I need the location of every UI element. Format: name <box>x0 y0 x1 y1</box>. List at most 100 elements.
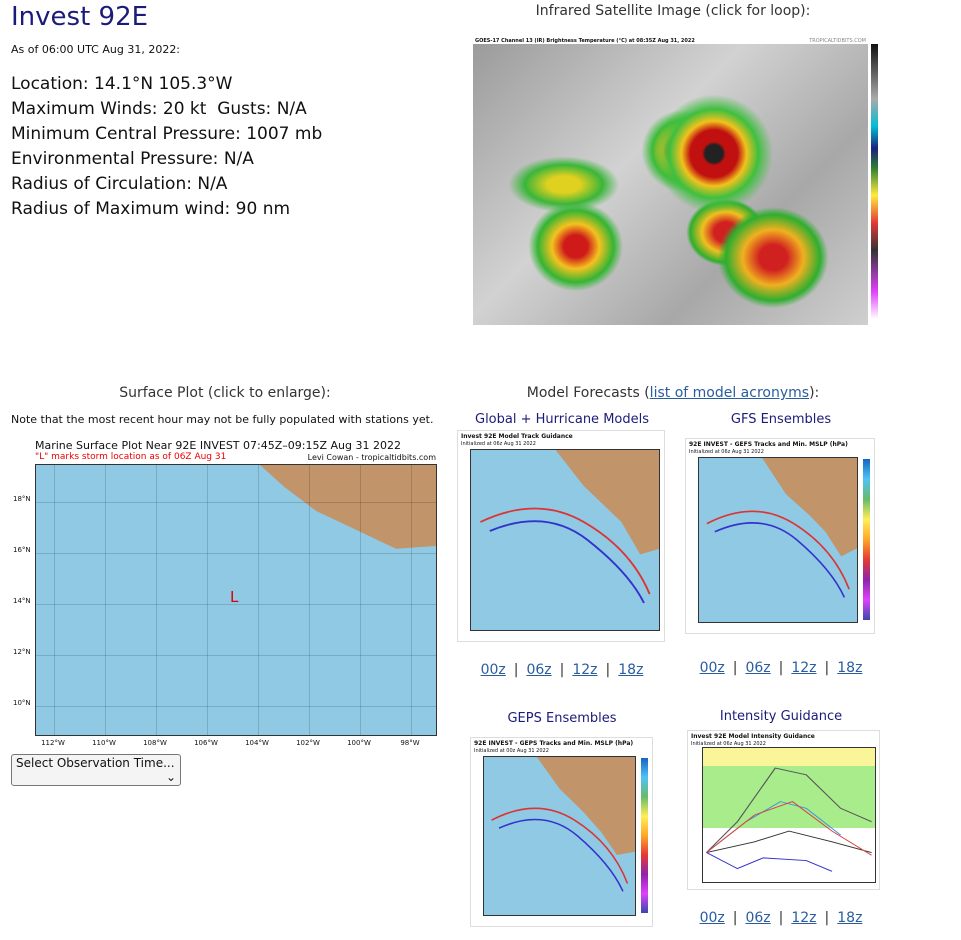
surface-map <box>35 464 437 736</box>
surface-plot-title: Marine Surface Plot Near 92E INVEST 07:4… <box>35 439 401 452</box>
grid-line <box>36 604 436 605</box>
guidance-line <box>706 801 872 856</box>
run-separator: | <box>732 910 738 926</box>
run-link[interactable]: 00z <box>480 662 506 678</box>
info-line: Location: 14.1°N 105.3°W <box>11 74 233 94</box>
run-link[interactable]: 18z <box>837 660 863 676</box>
panel-caption: Global + Hurricane Models <box>474 412 650 427</box>
grid-line <box>309 465 310 735</box>
run-separator: | <box>559 662 565 678</box>
lon-label: 112°W <box>41 739 65 747</box>
surface-heading: Surface Plot (click to enlarge): <box>119 385 331 401</box>
panel-image-title: 92E INVEST - GEFS Tracks and Min. MSLP (… <box>689 441 848 448</box>
track <box>706 510 850 590</box>
info-line: Maximum Winds: 20 kt Gusts: N/A <box>11 99 307 119</box>
colorbar <box>863 459 870 620</box>
guidance-line <box>705 767 872 853</box>
observation-time-select[interactable]: Select Observation Time... ⌄ <box>11 754 181 786</box>
as-of: As of 06:00 UTC Aug 31, 2022: <box>11 43 181 56</box>
info-line: Radius of Maximum wind: 90 nm <box>11 199 291 219</box>
run-link[interactable]: 06z <box>745 660 771 676</box>
lon-label: 102°W <box>296 739 320 747</box>
grid-line <box>54 465 55 735</box>
grid-line <box>36 706 436 707</box>
lon-label: 108°W <box>143 739 167 747</box>
ts-band <box>703 766 875 828</box>
panel-image-subtitle: Initialized at 06z Aug 31 2022 <box>689 449 764 455</box>
run-link[interactable]: 18z <box>618 662 644 678</box>
lat-label: 10°N <box>13 699 31 707</box>
satellite-heading: Infrared Satellite Image (click for loop… <box>535 3 811 19</box>
track <box>489 520 645 604</box>
models-heading-prefix: Model Forecasts ( <box>526 385 650 401</box>
track <box>491 807 629 884</box>
panel-image-subtitle: Initialized at 00z Aug 31 2022 <box>474 748 549 754</box>
colorbar <box>641 758 648 913</box>
grid-line <box>411 465 412 735</box>
info-line: Minimum Central Pressure: 1007 mb <box>11 124 323 144</box>
grid-line <box>36 502 436 503</box>
grid-line <box>207 465 208 735</box>
intensity-plot <box>702 747 876 883</box>
storm-title: Invest 92E <box>11 2 149 32</box>
panel-map <box>470 449 660 631</box>
panel-image-title: 92E INVEST - GEPS Tracks and Min. MSLP (… <box>474 740 634 747</box>
run-link[interactable]: 12z <box>791 660 817 676</box>
storm-marker: L <box>230 588 239 606</box>
lat-label: 18°N <box>13 495 31 503</box>
satellite-colorbar <box>871 44 878 319</box>
run-link[interactable]: 12z <box>572 662 598 678</box>
panel-image[interactable]: 92E INVEST - GEFS Tracks and Min. MSLP (… <box>685 438 875 634</box>
run-separator: | <box>732 660 738 676</box>
grid-line <box>36 655 436 656</box>
model-acronyms-link[interactable]: list of model acronyms <box>649 385 810 401</box>
run-link[interactable]: 06z <box>745 910 771 926</box>
panel-caption: GFS Ensembles <box>730 412 832 427</box>
run-separator: | <box>778 910 784 926</box>
panel-image-title: Invest 92E Model Track Guidance <box>461 433 573 440</box>
run-link[interactable]: 00z <box>699 660 725 676</box>
track <box>479 507 651 595</box>
run-separator: | <box>824 910 830 926</box>
grid-line <box>105 465 106 735</box>
run-link[interactable]: 06z <box>526 662 552 678</box>
select-arrow: ⌄ <box>165 770 176 784</box>
surface-plot[interactable]: Marine Surface Plot Near 92E INVEST 07:4… <box>11 437 438 747</box>
panel-image[interactable]: Invest 92E Model Track Guidance Initializ… <box>457 430 665 642</box>
run-links: 00z | 06z | 12z | 18z <box>481 662 644 678</box>
panel-caption: GEPS Ensembles <box>507 711 617 726</box>
run-link[interactable]: 18z <box>837 910 863 926</box>
run-separator: | <box>824 660 830 676</box>
track-lines <box>706 510 850 598</box>
info-line: Radius of Circulation: N/A <box>11 174 228 194</box>
surface-plot-subtitle: "L" marks storm location as of 06Z Aug 3… <box>35 452 227 462</box>
guidance-line <box>706 852 833 872</box>
grid-line <box>36 553 436 554</box>
run-link[interactable]: 12z <box>791 910 817 926</box>
panel-image[interactable]: Invest 92E Model Intensity Guidance Initi… <box>687 730 880 890</box>
satellite-image[interactable]: GOES-17 Channel 13 (IR) Brightness Tempe… <box>473 38 878 325</box>
track-lines <box>491 807 629 892</box>
run-link[interactable]: 00z <box>699 910 725 926</box>
track <box>498 818 624 892</box>
lat-label: 16°N <box>13 546 31 554</box>
guidance-line <box>706 801 842 853</box>
panel-image[interactable]: 92E INVEST - GEPS Tracks and Min. MSLP (… <box>470 737 653 927</box>
panel-image-subtitle: Initialized at 06z Aug 31 2022 <box>691 741 766 747</box>
satellite-map <box>473 44 868 325</box>
lon-label: 98°W <box>400 739 420 747</box>
run-links: 00z | 06z | 12z | 18z <box>700 660 863 676</box>
lon-label: 100°W <box>347 739 371 747</box>
satellite-image-title: GOES-17 Channel 13 (IR) Brightness Tempe… <box>475 38 695 44</box>
models-heading-suffix: ): <box>809 385 820 401</box>
models-heading: Model Forecasts (list of model acronyms)… <box>527 385 820 401</box>
run-separator: | <box>513 662 519 678</box>
panel-map <box>483 756 636 916</box>
grid-line <box>360 465 361 735</box>
guidance-line <box>706 830 872 853</box>
grid-line <box>156 465 157 735</box>
lat-label: 12°N <box>13 648 31 656</box>
lon-label: 106°W <box>194 739 218 747</box>
cat-band <box>703 748 875 766</box>
